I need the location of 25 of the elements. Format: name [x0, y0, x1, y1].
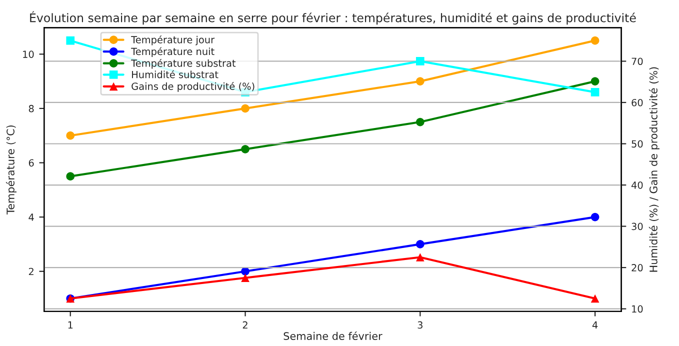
- x-tick-label: 4: [592, 321, 598, 329]
- y2-axis-title: Humidité (%) / Gain de productivité (%): [648, 67, 660, 272]
- y-tick-label: 8: [28, 104, 34, 112]
- y2-tick-label: 50: [632, 140, 643, 148]
- legend-label: Température jour: [131, 35, 215, 46]
- x-tick-label: 3: [418, 321, 422, 329]
- legend-label: Humidité substrat: [132, 70, 218, 78]
- y-axis-title: Température (°C): [6, 125, 16, 215]
- y-tick-label: 4: [28, 214, 34, 221]
- y2-tick-label: 40: [631, 181, 643, 189]
- y2-tick-label: 70: [632, 58, 643, 66]
- y2-tick-label: 30: [632, 222, 643, 230]
- y2-tick-label: 60: [632, 98, 643, 106]
- legend-label: Température nuit: [131, 47, 214, 57]
- x-tick-label: 2: [242, 321, 248, 329]
- chart-title: Évolution semaine par semaine en serre pour février : températures, humidité et gains de productivité: [30, 11, 636, 25]
- x-tick-label: 1: [68, 321, 73, 329]
- y-tick-label: 10: [23, 50, 34, 58]
- y2-tick-label: 10: [632, 305, 643, 313]
- y-tick-label: 6: [28, 159, 34, 167]
- legend-label: Gains de productivité (%): [132, 82, 254, 92]
- x-axis-title: Semaine de février: [284, 332, 382, 340]
- y-tick-label: 2: [28, 268, 34, 276]
- legend-label: Température substrat: [131, 58, 236, 69]
- y2-tick-label: 20: [632, 264, 643, 272]
